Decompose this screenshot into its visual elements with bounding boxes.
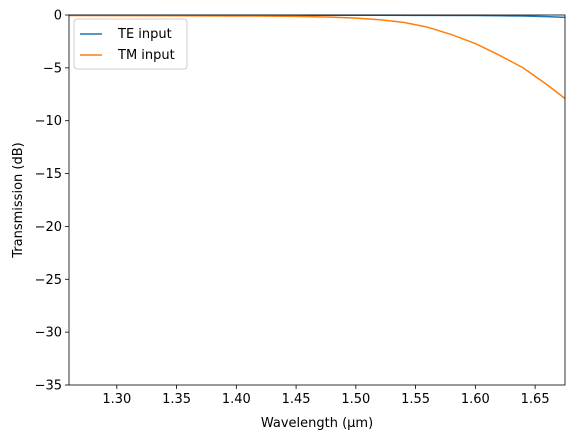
- x-tick-label: 1.40: [222, 392, 251, 407]
- y-tick-label: −35: [35, 379, 62, 394]
- x-axis: 1.30 1.35 1.40 1.45 1.50 1.55 1.60 1.65: [102, 385, 550, 407]
- y-tick-label: −10: [35, 114, 62, 129]
- x-tick-label: 1.65: [521, 392, 550, 407]
- y-axis-label: Transmission (dB): [11, 142, 26, 258]
- y-tick-label: −20: [35, 220, 62, 235]
- y-tick-label: −5: [43, 61, 62, 76]
- legend-label-te: TE input: [117, 27, 172, 42]
- legend-label-tm: TM input: [117, 48, 175, 63]
- x-tick-label: 1.35: [162, 392, 191, 407]
- x-tick-label: 1.60: [461, 392, 490, 407]
- legend: TE input TM input: [73, 18, 188, 70]
- y-axis: 0 −5 −10 −15 −20 −25 −30 −35: [35, 9, 69, 394]
- x-tick-label: 1.45: [282, 392, 311, 407]
- y-tick-label: −15: [35, 167, 62, 182]
- y-tick-label: −25: [35, 273, 62, 288]
- x-tick-label: 1.50: [341, 392, 370, 407]
- x-tick-label: 1.30: [102, 392, 131, 407]
- plot-frame: [68, 14, 566, 386]
- legend-box: [73, 18, 188, 70]
- y-tick-label: −30: [35, 326, 62, 341]
- y-tick-label: 0: [54, 9, 62, 24]
- series-line-tm-input: [68, 14, 566, 100]
- x-axis-label: Wavelength (μm): [261, 416, 373, 431]
- x-tick-label: 1.55: [401, 392, 430, 407]
